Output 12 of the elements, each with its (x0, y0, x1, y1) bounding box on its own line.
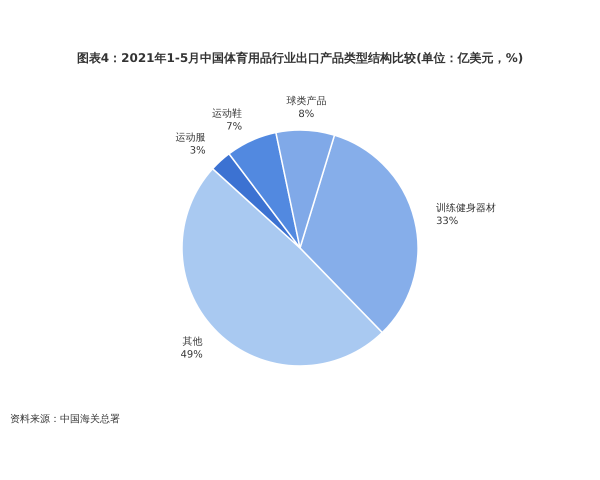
chart-title: 图表4：2021年1-5月中国体育用品行业出口产品类型结构比较(单位：亿美元，%) (76, 51, 524, 65)
data-label: 49% (180, 350, 203, 361)
data-label: 33% (436, 216, 458, 228)
slice-label: 球类产品 (286, 95, 326, 108)
data-label: 3% (190, 146, 206, 157)
slice-label: 运动服 (176, 132, 206, 144)
slice-label: 运动鞋 (212, 108, 242, 120)
text: 资料来源：中国海关总署 (10, 413, 120, 425)
data-label: 8% (298, 109, 314, 120)
slice-label: 训练健身器材 (436, 202, 496, 214)
data-label: 7% (226, 122, 242, 133)
slice-label: 其他 (182, 336, 203, 348)
